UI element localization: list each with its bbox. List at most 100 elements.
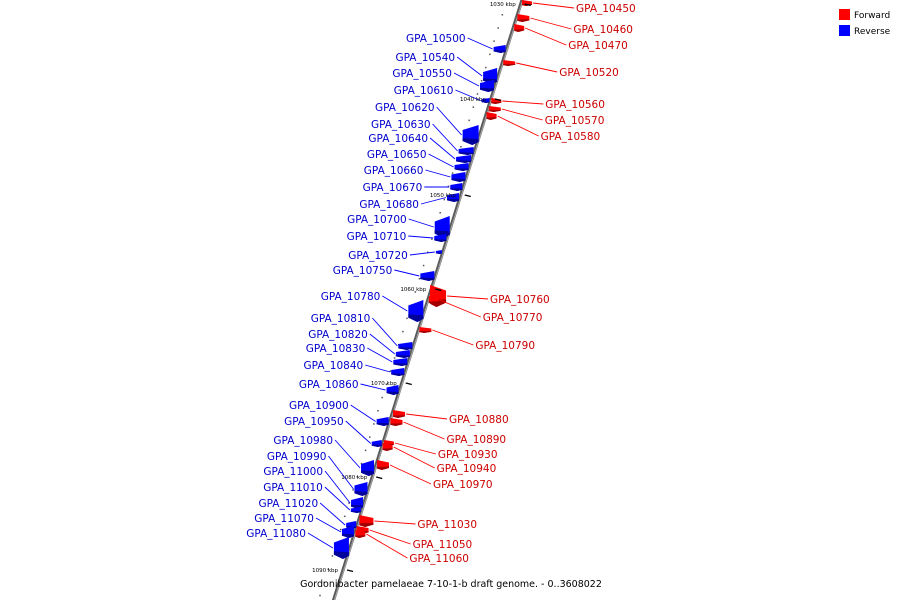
gene-gpa-11060[interactable] <box>355 530 366 538</box>
gene-label-gpa-10450: GPA_10450 <box>576 3 636 15</box>
gene-gpa-11070[interactable] <box>341 526 354 538</box>
leader-line <box>328 455 354 490</box>
gene-label-gpa-10650: GPA_10650 <box>367 149 427 161</box>
gene-label-gpa-10780: GPA_10780 <box>321 291 381 303</box>
gene-gpa-10820[interactable] <box>395 350 410 358</box>
leader-line <box>439 299 481 318</box>
leader-line <box>393 446 435 469</box>
gene-gpa-10770[interactable] <box>428 296 439 304</box>
gene-label-gpa-10700: GPA_10700 <box>347 214 407 226</box>
gene-label-gpa-10750: GPA_10750 <box>333 265 393 277</box>
gene-label-gpa-10840: GPA_10840 <box>304 360 364 372</box>
minor-tick <box>402 330 404 333</box>
gene-gpa-10470[interactable] <box>514 24 525 32</box>
gene-label-gpa-10550: GPA_10550 <box>392 68 452 80</box>
gene-shadow <box>341 533 354 538</box>
gene-shadow <box>393 363 408 366</box>
leader-line <box>408 235 434 239</box>
gene-gpa-10460[interactable] <box>517 14 530 22</box>
gene-shadow <box>376 422 389 426</box>
gene-gpa-10810[interactable] <box>398 342 413 350</box>
gene-shadow <box>355 535 366 538</box>
gene-gpa-10970[interactable] <box>376 460 389 470</box>
gene-gpa-10520[interactable] <box>503 60 516 66</box>
gene-gpa-10660[interactable] <box>451 172 466 182</box>
gene-gpa-10580[interactable] <box>486 112 497 120</box>
gene-gpa-10670[interactable] <box>450 183 463 191</box>
gene-gpa-10550[interactable] <box>479 80 494 92</box>
gene-shadow <box>517 19 530 22</box>
leader-line <box>324 470 351 504</box>
gene-label-gpa-10830: GPA_10830 <box>306 343 366 355</box>
gene-gpa-10500[interactable] <box>493 45 506 53</box>
gene-shadow <box>503 63 516 66</box>
leader-line <box>345 420 372 444</box>
gene-shadow <box>458 152 474 155</box>
gene-gpa-10750[interactable] <box>420 271 435 281</box>
gene-gpa-10890[interactable] <box>390 418 403 426</box>
gene-shadow <box>446 198 459 202</box>
gene-gpa-10880[interactable] <box>393 410 406 418</box>
gene-shadow <box>350 510 361 513</box>
leader-line <box>432 123 458 152</box>
gene-gpa-11000[interactable] <box>351 497 364 509</box>
backbone-line <box>331 0 524 600</box>
gene-gpa-10900[interactable] <box>376 417 389 426</box>
gene-gpa-10950[interactable] <box>371 440 382 447</box>
gene-gpa-11030[interactable] <box>359 515 374 527</box>
leader-line <box>456 56 483 77</box>
leader-line <box>366 533 408 559</box>
gene-gpa-10680[interactable] <box>446 193 459 202</box>
leader-line <box>432 329 474 346</box>
gene-gpa-10710[interactable] <box>434 234 447 242</box>
minor-tick <box>422 264 425 267</box>
gene-gpa-10570[interactable] <box>488 106 501 112</box>
gene-gpa-10940[interactable] <box>382 443 393 451</box>
gene-label-gpa-10720: GPA_10720 <box>348 250 408 262</box>
minor-tick <box>485 66 487 69</box>
gene-gpa-10630[interactable] <box>458 147 474 155</box>
gene-shadow <box>451 178 466 182</box>
kbp-label: 1070 kbp <box>371 381 397 387</box>
gene-gpa-11010[interactable] <box>350 507 361 513</box>
gene-gpa-10830[interactable] <box>393 358 408 366</box>
gene-gpa-10780[interactable] <box>408 300 424 322</box>
gene-gpa-11080[interactable] <box>333 537 349 559</box>
leader-line <box>516 62 558 73</box>
gene-gpa-10610[interactable] <box>481 98 490 103</box>
gene-gpa-10620[interactable] <box>462 125 479 145</box>
gene-label-gpa-10880: GPA_10880 <box>449 414 509 426</box>
kbp-tick <box>405 382 412 386</box>
gene-label-gpa-10860: GPA_10860 <box>299 379 359 391</box>
minor-tick <box>414 291 417 293</box>
gene-gpa-10640[interactable] <box>456 155 472 163</box>
gene-gpa-10840[interactable] <box>391 368 405 376</box>
backbone-highlight <box>333 0 524 600</box>
gene-gpa-10860[interactable] <box>386 385 399 395</box>
leader-line <box>467 37 493 50</box>
gene-label-gpa-10630: GPA_10630 <box>371 119 431 131</box>
gene-gpa-10990[interactable] <box>354 482 368 496</box>
kbp-label: 1060 kbp <box>400 287 426 293</box>
gene-label-gpa-10820: GPA_10820 <box>308 329 368 341</box>
gene-label-gpa-10470: GPA_10470 <box>568 40 628 52</box>
minor-tick <box>356 476 359 478</box>
leader-line <box>429 137 456 160</box>
gene-gpa-10790[interactable] <box>419 327 432 333</box>
gene-gpa-10980[interactable] <box>361 460 375 476</box>
kbp-tick <box>376 476 383 480</box>
minor-tick <box>319 594 321 597</box>
legend: Forward Reverse <box>839 9 891 37</box>
gene-gpa-10720[interactable] <box>435 250 442 254</box>
gene-shadow <box>408 314 424 322</box>
minor-tick <box>368 436 371 438</box>
gene-shadow <box>386 391 399 395</box>
genome-caption: Gordonibacter pamelaeae 7-10-1-b draft g… <box>300 579 602 590</box>
leader-line <box>502 100 544 105</box>
leader-line <box>453 72 480 87</box>
gene-gpa-10650[interactable] <box>454 163 469 171</box>
minor-tick <box>406 317 408 320</box>
gene-label-gpa-10990: GPA_10990 <box>267 451 327 463</box>
kbp-label: 1080 kbp <box>341 475 367 481</box>
leader-line <box>501 108 543 121</box>
